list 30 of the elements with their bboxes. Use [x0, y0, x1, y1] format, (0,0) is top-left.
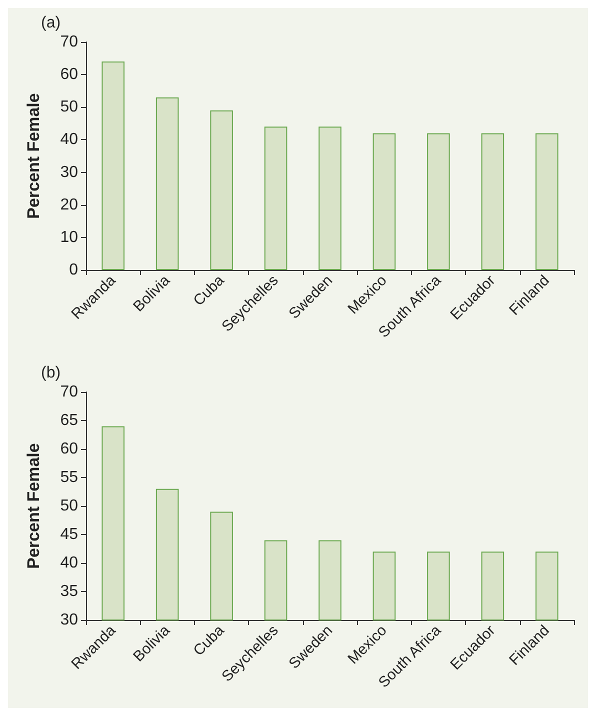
bar [210, 110, 233, 270]
bar [372, 133, 396, 270]
chart-title: (b) [41, 364, 61, 382]
y-tick-label: 50 [60, 98, 78, 116]
y-tick-label: 55 [60, 469, 78, 486]
bar [536, 133, 558, 270]
chart-title: (a) [41, 14, 61, 32]
y-tick-label: 30 [60, 164, 78, 181]
bar [156, 97, 179, 270]
y-axis-title: Percent Female [24, 443, 43, 569]
y-tick-label: 65 [60, 412, 78, 429]
y-tick-label: 35 [60, 583, 78, 600]
y-tick-label: 70 [60, 34, 78, 50]
y-tick-label: 20 [60, 196, 78, 214]
bar [264, 126, 288, 270]
y-tick-label: 10 [60, 228, 78, 246]
y-tick-label: 30 [60, 612, 78, 628]
y-tick-label: 0 [69, 262, 78, 278]
bar [102, 62, 124, 270]
bar [318, 126, 342, 270]
y-tick-label: 60 [60, 66, 78, 84]
bar [427, 133, 450, 270]
y-tick-label: 40 [60, 554, 78, 572]
bar [481, 133, 504, 270]
y-tick-label: 70 [60, 384, 78, 400]
y-axis-title: Percent Female [24, 93, 43, 219]
y-tick-label: 45 [60, 526, 78, 543]
y-tick-label: 40 [60, 131, 78, 148]
y-tick-label: 60 [60, 440, 78, 458]
y-tick-label: 50 [60, 498, 78, 514]
